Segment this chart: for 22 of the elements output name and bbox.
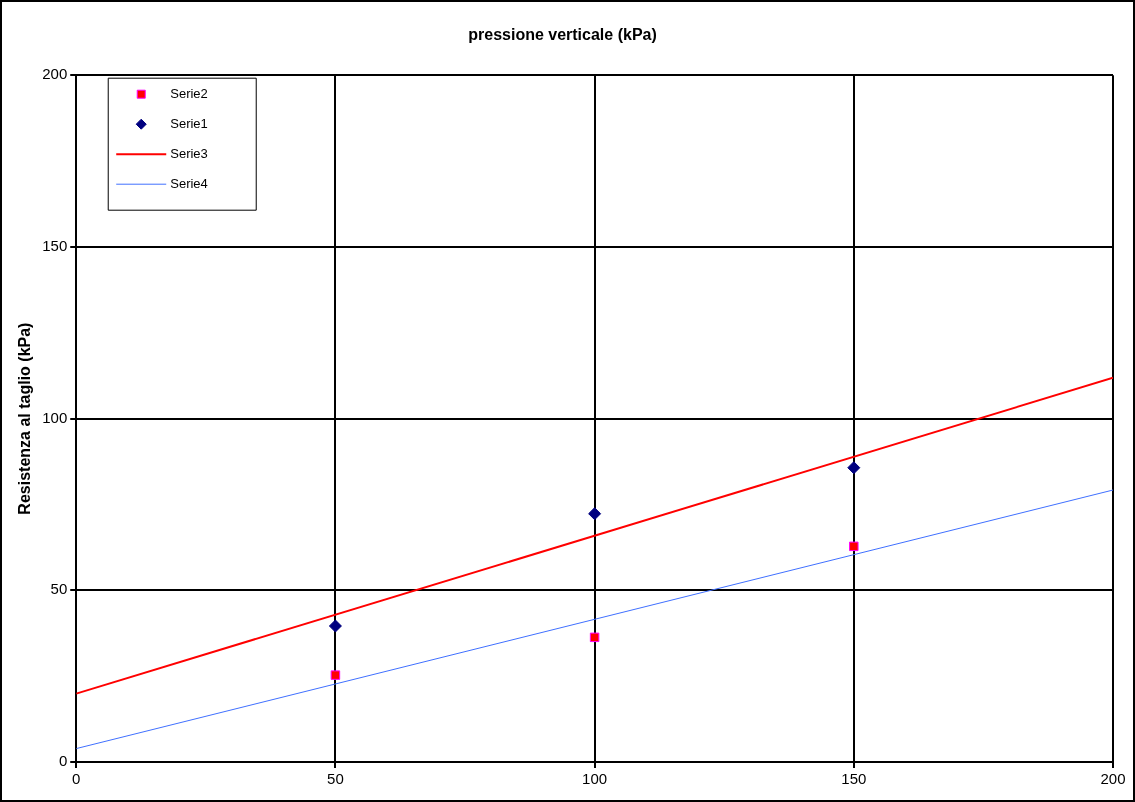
x-tick-label: 100	[582, 770, 608, 788]
legend-label: Serie2	[170, 85, 208, 101]
x-tick-label: 150	[841, 770, 867, 788]
point	[328, 619, 342, 633]
legend-label: Serie3	[170, 145, 208, 161]
point	[849, 541, 859, 552]
legend-label: Serie1	[170, 115, 208, 131]
legend-label: Serie4	[170, 175, 208, 191]
x-tick-label: 50	[327, 770, 344, 788]
point	[589, 632, 600, 643]
y-tick-label: 150	[42, 237, 68, 255]
point	[330, 670, 341, 680]
point	[588, 507, 602, 521]
y-tick-label: 200	[42, 65, 68, 83]
y-tick-label: 50	[50, 580, 68, 598]
x-tick-label: 0	[72, 770, 81, 788]
point	[847, 461, 861, 475]
y-axis-title: Resistenza al taglio (kPa)	[16, 322, 34, 515]
y-tick-label: 100	[42, 408, 68, 426]
y-tick-label: 0	[58, 752, 68, 770]
x-tick-label: 200	[1100, 770, 1126, 788]
chart-title: pressione verticale (kPa)	[468, 26, 657, 44]
